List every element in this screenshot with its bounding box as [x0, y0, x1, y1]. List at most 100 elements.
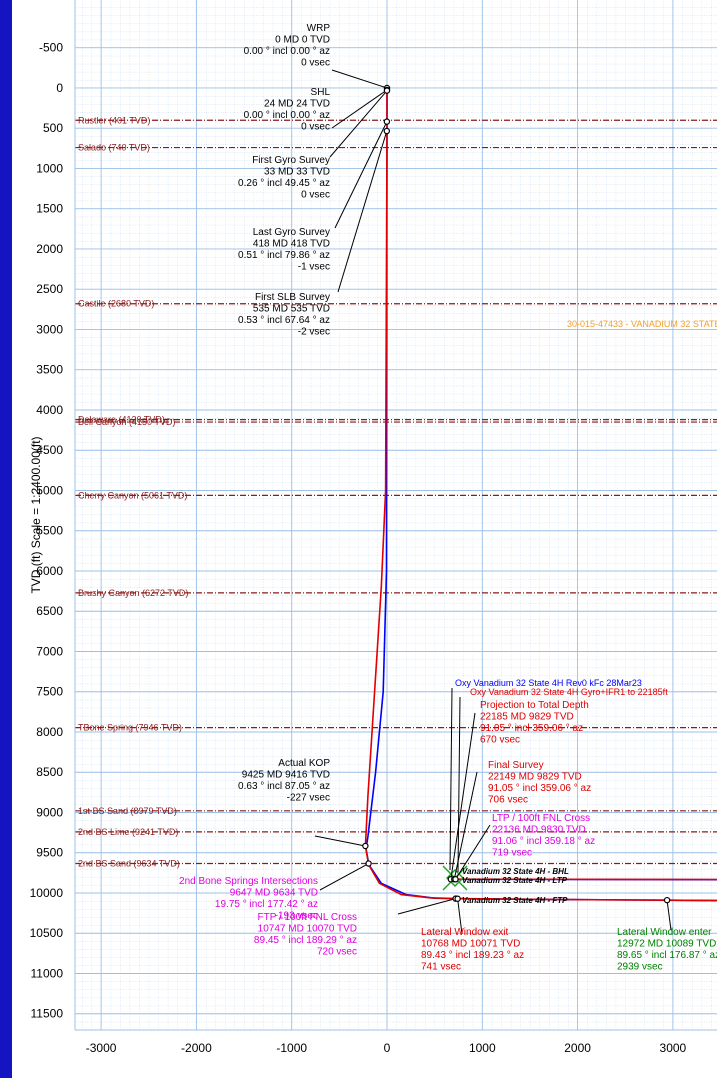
formation-label: 2nd BS Lime (9241 TVD) [78, 827, 178, 837]
leader [453, 771, 478, 880]
annotation-text: 0.00 ° incl 0.00 ° az [244, 46, 330, 57]
annotation-text: 10768 MD 10071 TVD [421, 939, 520, 950]
annotation-text: 0 MD 0 TVD [275, 35, 330, 46]
plot: 30-015-47433 - VANADIUM 32 STATE 4H [75, 0, 717, 1030]
annotation-text: 19.75 ° incl 177.42 ° az [215, 899, 318, 910]
station-point [454, 895, 461, 902]
annotation-text: 0.51 ° incl 79.86 ° az [238, 250, 330, 261]
formation-label: Cherry Canyon (5061 TVD) [78, 490, 187, 500]
y-tick-label: 1000 [36, 161, 63, 175]
formation-label: Castile (2680 TVD) [78, 299, 154, 309]
annotation-text: -227 vsec [287, 793, 330, 804]
leader [314, 835, 366, 847]
station-point [663, 896, 671, 904]
annotation-text: SHL [311, 87, 331, 98]
target-label: Vanadium 32 State 4H - BHL [462, 867, 569, 876]
target-label: Vanadium 32 State 4H - LTP [462, 876, 568, 885]
leader [319, 863, 369, 891]
leader [449, 687, 453, 871]
annotation-text: Actual KOP [278, 758, 330, 769]
formation-label: TBone Spring (7946 TVD) [78, 723, 182, 733]
x-tick-label: 1000 [469, 1041, 496, 1055]
annotation-text: Projection to Total Depth [480, 700, 589, 711]
annotation-text: 22136 MD 9830 TVD [492, 825, 586, 836]
annotation-text: FTP / 100ft FNL Cross [258, 912, 357, 923]
leader [455, 824, 491, 880]
annotation-text: 2939 vsec [617, 962, 663, 973]
y-tick-label: 11000 [31, 966, 64, 980]
y-tick-label: 9500 [36, 846, 63, 860]
y-tick-label: 3500 [36, 363, 63, 377]
y-tick-label: -500 [39, 41, 63, 55]
leader [457, 696, 461, 873]
leader [331, 89, 388, 129]
station-point [383, 118, 391, 125]
station-point [365, 860, 372, 867]
y-tick-label: 8000 [36, 725, 63, 739]
y-tick-label: 11500 [31, 1007, 64, 1021]
x-tick-label: 2000 [564, 1041, 591, 1055]
annotation-text: 670 vsec [480, 735, 520, 746]
annotation-text: 24 MD 24 TVD [264, 99, 330, 110]
x-tick-label: 0 [384, 1041, 391, 1055]
y-tick-label: 2000 [36, 242, 63, 256]
annotation-text: First SLB Survey [255, 292, 330, 303]
station-point [362, 842, 369, 850]
x-tick-label: -3000 [86, 1041, 117, 1055]
formation-label: 2nd BS Sand (9634 TVD) [78, 859, 180, 869]
leader [457, 898, 463, 935]
well-label: 30-015-47433 - VANADIUM 32 STATE 4H [567, 319, 717, 329]
y-tick-label: 7500 [36, 685, 63, 699]
y-tick-label: 5000 [36, 483, 63, 497]
annotation-text: 535 MD 535 TVD [253, 304, 330, 315]
y-axis-title: TVD (ft) Scale = 1:2400.00(ft) [29, 436, 43, 593]
station-point [452, 876, 459, 883]
annotation-text: 91.05 ° incl 359.06 ° az [488, 783, 591, 794]
y-tick-label: 4000 [36, 403, 63, 417]
annotation-text: 91.06 ° incl 359.18 ° az [492, 836, 595, 847]
annotation-text: 91.05 ° incl 359.06 ° az [480, 723, 583, 734]
annotation-text: 0 vsec [301, 190, 330, 201]
plot-bg [75, 0, 717, 1030]
annotation-text: Lateral Window enter [617, 927, 712, 938]
annotation-text: 0.00 ° incl 0.00 ° az [244, 110, 330, 121]
series-label: Oxy Vanadium 32 State 4H Gyro+IFR1 to 22… [470, 687, 668, 697]
leader [334, 121, 388, 229]
annotation-text: 0 vsec [301, 122, 330, 133]
y-tick-label: 10500 [30, 926, 64, 940]
x-tick-label: 3000 [660, 1041, 687, 1055]
annotation-text: Final Survey [488, 760, 544, 771]
annotation-text: 10747 MD 10070 TVD [258, 924, 357, 935]
annotation-text: 12972 MD 10089 TVD [617, 939, 716, 950]
annotation-text: 2nd Bone Springs Intersections [179, 876, 318, 887]
y-tick-label: 500 [43, 121, 63, 135]
annotation-text: Lateral Window exit [421, 927, 508, 938]
annotation-text: Last Gyro Survey [253, 227, 330, 238]
y-tick-label: 1500 [36, 202, 63, 216]
y-tick-label: 6000 [36, 564, 63, 578]
y-tick-label: 3000 [36, 322, 63, 336]
annotation-text: 9647 MD 9634 TVD [230, 888, 318, 899]
y-tick-label: 6500 [36, 604, 63, 618]
x-tick-label: -2000 [181, 1041, 212, 1055]
target-label: Vanadium 32 State 4H - FTP [462, 896, 568, 905]
leader [666, 900, 672, 931]
formation-label: Brushy Canyon (6272 TVD) [78, 588, 188, 598]
station-point [383, 87, 391, 94]
annotation-text: 720 vsec [317, 947, 357, 958]
formation-label: Delaware (4120 TVD) [78, 415, 165, 425]
y-tick-label: 7000 [36, 644, 63, 658]
annotation-text: 719 vsec [492, 848, 532, 859]
annotation-text: -2 vsec [298, 327, 330, 338]
annotation-text: WRP [307, 23, 331, 34]
y-tick-label: 10000 [30, 886, 64, 900]
annotation-text: 22149 MD 9829 TVD [488, 772, 582, 783]
annotation-text: 0 vsec [301, 58, 330, 69]
leader [331, 69, 388, 89]
annotation-text: 706 vsec [488, 795, 528, 806]
annotation-text: 741 vsec [421, 962, 461, 973]
y-tick-label: 0 [56, 81, 63, 95]
leader [337, 130, 388, 293]
leader [329, 90, 388, 158]
